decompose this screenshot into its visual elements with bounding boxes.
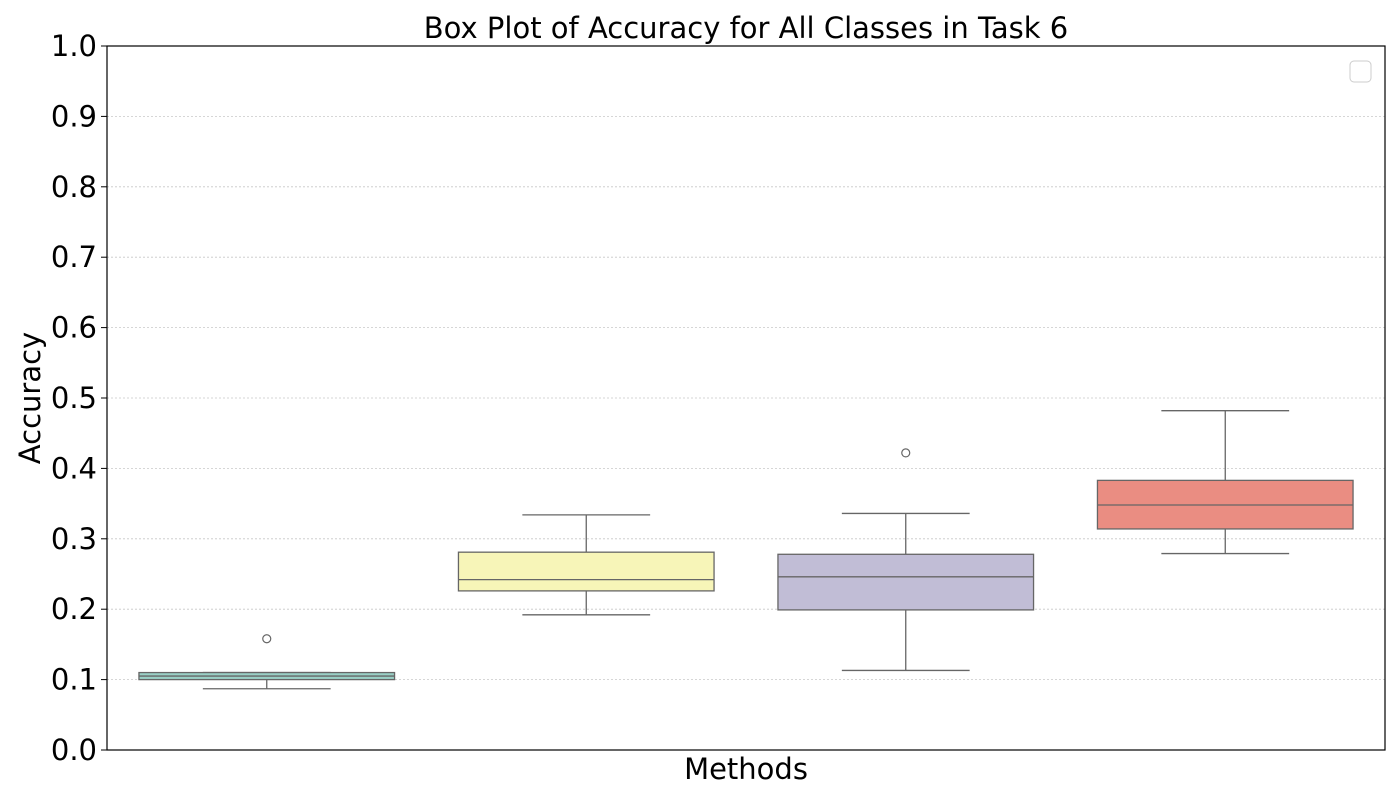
- outlier-point: [262, 634, 272, 644]
- box-group: [457, 514, 715, 616]
- legend: [1349, 60, 1372, 83]
- y-tick-label: 0.7: [51, 240, 97, 274]
- legend-box: [1349, 60, 1372, 83]
- outlier-point: [901, 448, 911, 458]
- box-group: [1096, 410, 1354, 555]
- y-tick-label: 0.5: [51, 381, 97, 415]
- y-tick-label: 0.2: [51, 592, 97, 626]
- y-tick-label: 0.8: [51, 170, 97, 204]
- y-tick-label: 0.9: [51, 99, 97, 133]
- y-tick-label: 0.3: [51, 522, 97, 556]
- y-axis-label: Accuracy: [13, 332, 47, 464]
- chart-title: Box Plot of Accuracy for All Classes in …: [424, 11, 1068, 45]
- x-axis-label: Methods: [684, 752, 808, 786]
- boxes: [138, 410, 1354, 690]
- iqr-box: [457, 551, 715, 592]
- y-tick-label: 0.0: [51, 733, 97, 767]
- y-tick-label: 0.1: [51, 663, 97, 697]
- y-tick-label: 1.0: [51, 29, 97, 63]
- box-group: [777, 448, 1035, 672]
- y-tick-label: 0.4: [51, 451, 97, 485]
- y-axis-ticks: 0.0 0.1 0.2 0.3 0.4 0.5 0.6 0.7 0.8 0.9 1.0: [51, 29, 107, 767]
- iqr-box: [777, 553, 1035, 611]
- box-group: [138, 634, 396, 690]
- plot-frame: [106, 45, 1386, 751]
- y-tick-label: 0.6: [51, 311, 97, 345]
- grid-lines: [107, 116, 1385, 680]
